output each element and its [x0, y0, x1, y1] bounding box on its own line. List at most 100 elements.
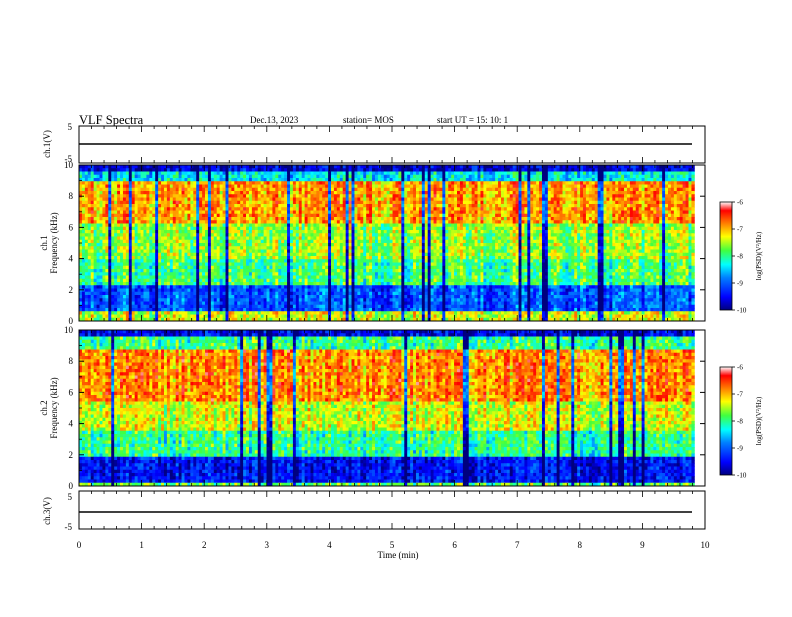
- ch1-spectrogram-cell: [483, 237, 486, 241]
- ch1-spectrogram-cell: [199, 237, 202, 241]
- ch1-spectrogram-cell: [102, 175, 105, 179]
- ch1-spectrogram-cell: [100, 185, 103, 189]
- ch1-spectrogram-cell: [439, 227, 442, 231]
- ch1-spectrogram-cell: [205, 207, 208, 211]
- ch1-spectrogram-cell: [167, 175, 170, 179]
- ch1-spectrogram-cell: [510, 175, 513, 179]
- ch1-spectrogram-cell: [302, 204, 305, 208]
- ch1-spectrogram-cell: [557, 175, 560, 179]
- ch1-spectrogram-cell: [571, 214, 574, 218]
- ch1-spectrogram-cell: [507, 194, 510, 198]
- ch1-spectrogram-cell: [372, 181, 375, 185]
- ch1-spectrogram-cell: [220, 207, 223, 211]
- ch1-spectrogram-cell: [606, 175, 609, 179]
- ch1-spectrogram-cell: [536, 217, 539, 221]
- ch1-spectrogram-cell: [636, 224, 639, 228]
- ch1-spectrogram-cell: [240, 224, 243, 228]
- ch1-spectrogram-cell: [316, 198, 319, 202]
- ch1-spectrogram-cell: [91, 172, 94, 176]
- ch1-spectrogram-cell: [401, 201, 404, 205]
- ch1-spectrogram-cell: [105, 168, 108, 172]
- ch1-spectrogram-cell: [208, 227, 211, 231]
- ch1-spectrogram-cell: [606, 214, 609, 218]
- ch1-spectrogram-cell: [94, 214, 97, 218]
- ch1-spectrogram-cell: [656, 188, 659, 192]
- ch1-spectrogram-cell: [683, 175, 686, 179]
- ch1-spectrogram-cell: [337, 233, 340, 237]
- ch1-spectrogram-cell: [595, 194, 598, 198]
- ch1-spectrogram-cell: [202, 240, 205, 244]
- ch1-spectrogram-cell: [442, 224, 445, 228]
- ch1-spectrogram-cell: [316, 185, 319, 189]
- ch1-spectrogram-cell: [442, 172, 445, 176]
- ch1-spectrogram-cell: [501, 201, 504, 205]
- ch1-spectrogram-cell: [577, 211, 580, 215]
- ch1-spectrogram-cell: [630, 194, 633, 198]
- ch1-spectrogram-cell: [296, 191, 299, 195]
- ch1-spectrogram-cell: [554, 214, 557, 218]
- ch1-spectrogram-cell: [114, 201, 117, 205]
- ch1-spectrogram-cell: [595, 172, 598, 176]
- ch1-spectrogram-cell: [182, 227, 185, 231]
- ch1-spectrogram-cell: [390, 168, 393, 172]
- ch1-spectrogram-cell: [278, 230, 281, 234]
- ch1-spectrogram-cell: [182, 165, 185, 169]
- ch1-spectrogram-cell: [627, 220, 630, 224]
- ch1-spectrogram-cell: [554, 201, 557, 205]
- ch1-spectrogram-cell: [114, 175, 117, 179]
- ch1-spectrogram-cell: [536, 201, 539, 205]
- ch1-spectrogram-cell: [671, 237, 674, 241]
- ch1-spectrogram-cell: [354, 224, 357, 228]
- ch1-spectrogram-cell: [387, 165, 390, 169]
- ch1-spectrogram-cell: [598, 214, 601, 218]
- ch1-spectrogram-cell: [243, 172, 246, 176]
- ch1-spectrogram-cell: [120, 217, 123, 221]
- ch1-spectrogram-cell: [586, 191, 589, 195]
- ch1-spectrogram-cell: [313, 217, 316, 221]
- ch1-spectrogram-cell: [536, 178, 539, 182]
- ch1-spectrogram-cell: [88, 178, 91, 182]
- ch1-spectrogram-cell: [252, 207, 255, 211]
- ch1-spectrogram-cell: [568, 237, 571, 241]
- ch1-spectrogram-cell: [589, 178, 592, 182]
- ch1-spectrogram-cell: [609, 175, 612, 179]
- ch1-spectrogram-cell: [82, 233, 85, 237]
- ch1-spectrogram-cell: [161, 172, 164, 176]
- ch1-spectrogram-cell: [102, 224, 105, 228]
- ch1-spectrogram-cell: [618, 214, 621, 218]
- ch1-spectrogram-cell: [120, 181, 123, 185]
- ch1-spectrogram-cell: [135, 178, 138, 182]
- ch1-spectrogram-cell: [472, 175, 475, 179]
- ch1-spectrogram-cell: [167, 201, 170, 205]
- ch1-spectrogram-cell: [363, 178, 366, 182]
- ch1-spectrogram-cell: [656, 214, 659, 218]
- ch1-spectrogram-cell: [568, 217, 571, 221]
- ch1-spectrogram-cell: [100, 224, 103, 228]
- ch1-spectrogram-cell: [659, 211, 662, 215]
- ch1-spectrogram-cell: [513, 172, 516, 176]
- ch1-spectrogram-cell: [158, 201, 161, 205]
- ch1-spectrogram-cell: [448, 217, 451, 221]
- ch1-spectrogram-cell: [208, 214, 211, 218]
- ch1-spectrogram-cell: [126, 204, 129, 208]
- ch1-spectrogram-cell: [100, 207, 103, 211]
- ch1-spectrogram-cell: [674, 188, 677, 192]
- ch1-spectrogram-cell: [387, 168, 390, 172]
- ch1-spectrogram-cell: [243, 224, 246, 228]
- ch1-spectrogram-cell: [662, 220, 665, 224]
- ch1-spectrogram-cell: [571, 191, 574, 195]
- ch1-spectrogram-cell: [554, 181, 557, 185]
- ch1-spectrogram-cell: [272, 233, 275, 237]
- ch1-spectrogram-cell: [583, 207, 586, 211]
- ch1-spectrogram-cell: [492, 188, 495, 192]
- ch1-spectrogram-cell: [226, 204, 229, 208]
- ch1-spectrogram-cell: [255, 227, 258, 231]
- ch1-spectrogram-cell: [258, 230, 261, 234]
- ch1-spectrogram-cell: [319, 165, 322, 169]
- ch1-spectrogram-cell: [606, 233, 609, 237]
- ch1-spectrogram-cell: [519, 204, 522, 208]
- ch1-spectrogram-cell: [583, 168, 586, 172]
- ch1-spectrogram-cell: [565, 201, 568, 205]
- ch1-spectrogram-cell: [513, 220, 516, 224]
- ch1-spectrogram-cell: [252, 198, 255, 202]
